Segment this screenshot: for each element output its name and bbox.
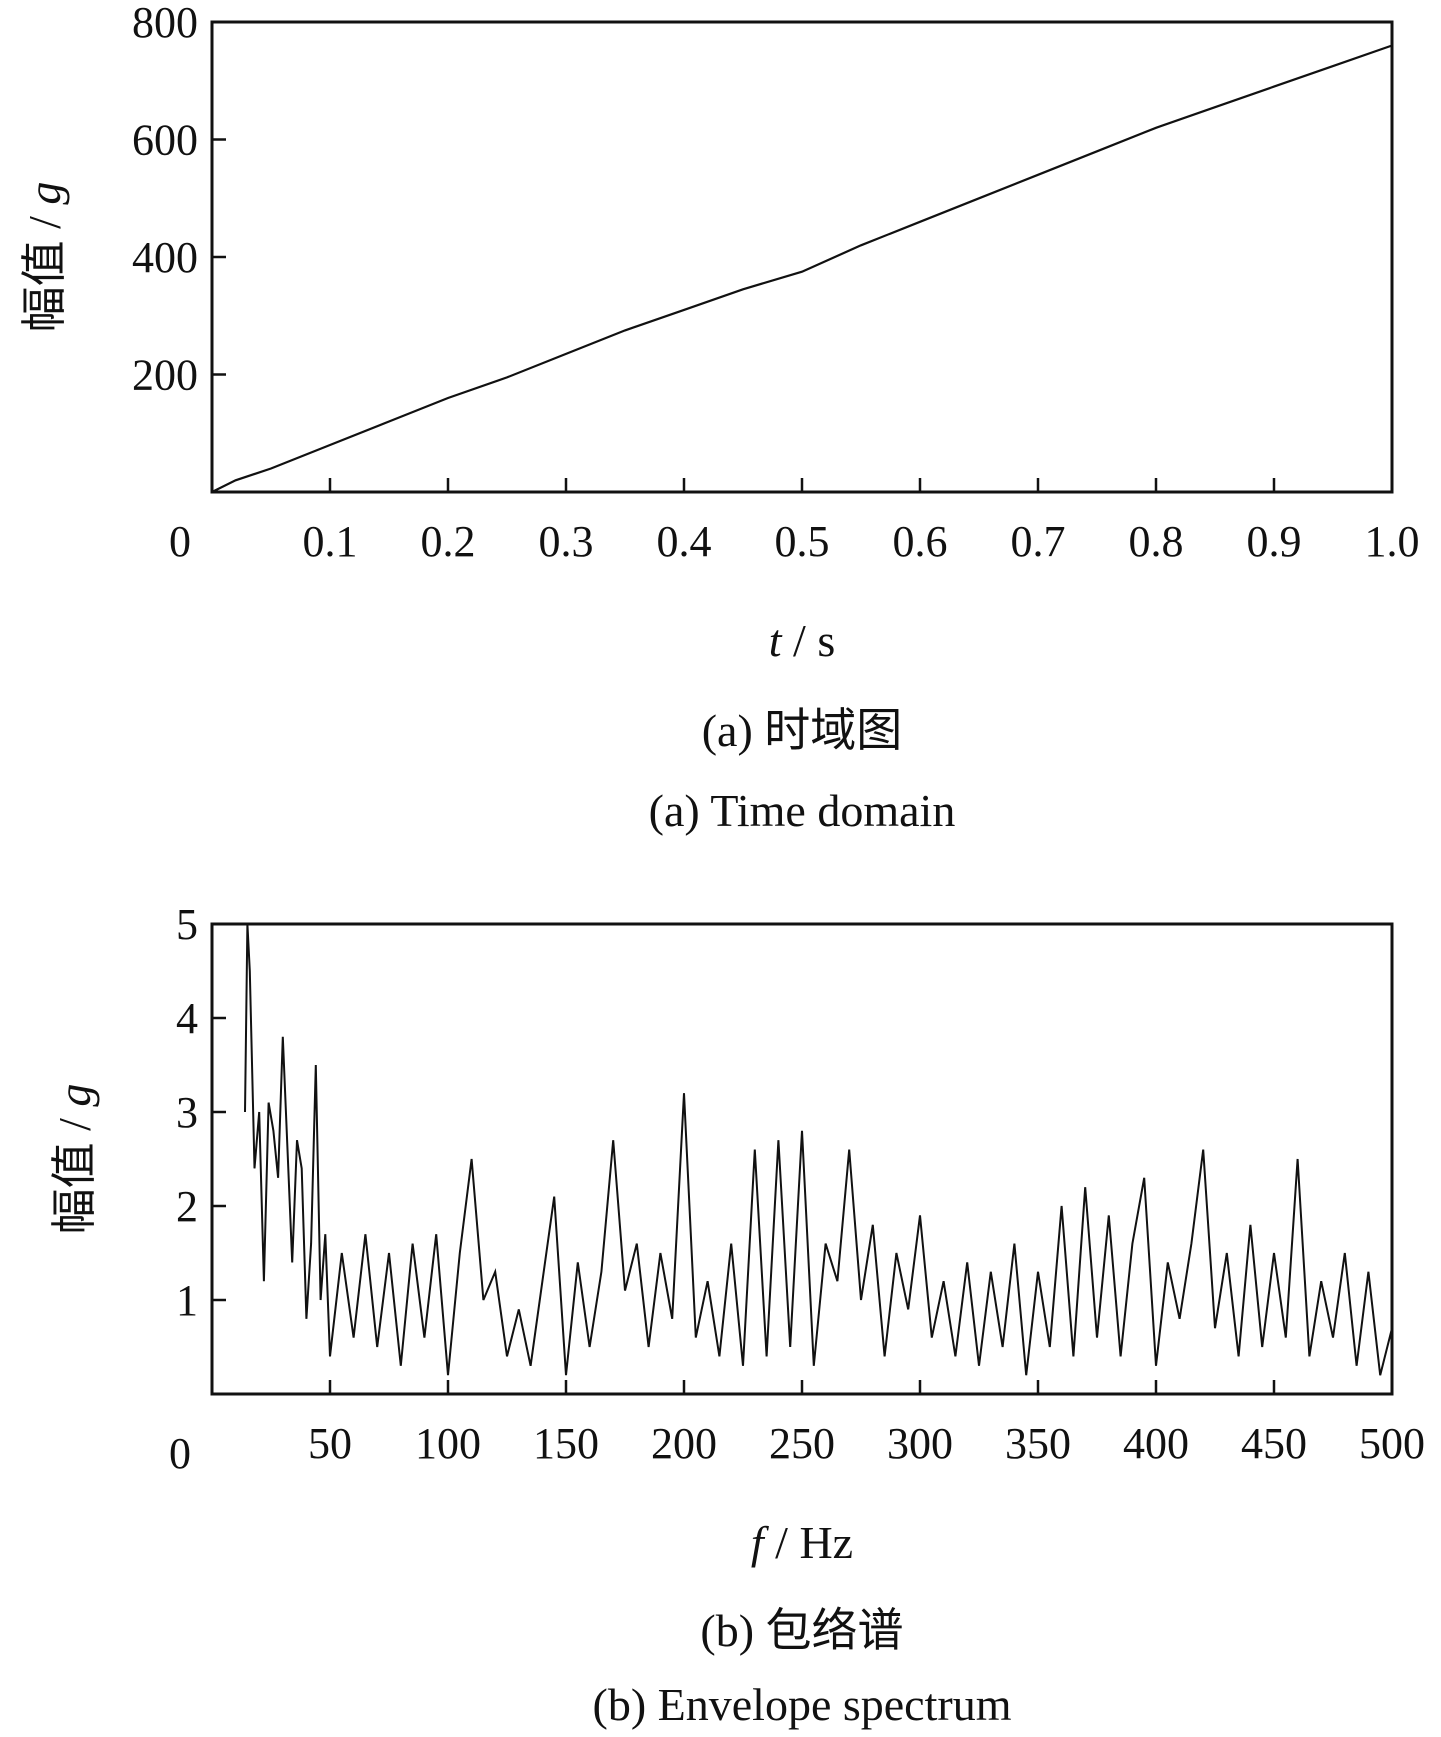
panel-b-y-tick-label: 4 <box>176 994 198 1043</box>
panel-b-x-tick-label: 50 <box>308 1419 352 1468</box>
panel-b-x-tick-label: 450 <box>1241 1419 1307 1468</box>
panel-a-time-domain: 0.1 0.2 0.3 0.4 0.5 0.6 0.7 0.8 0.9 1.0 200 400 600 8… <box>19 0 1420 836</box>
panel-b-x-tick-label: 250 <box>769 1419 835 1468</box>
panel-b-x-unit: / Hz <box>764 1517 853 1568</box>
panel-b-x-origin-label: 0 <box>169 1429 191 1478</box>
panel-a-x-tick-label: 1.0 <box>1365 517 1420 566</box>
panel-b-x-tick-label: 300 <box>887 1419 953 1468</box>
panel-a-x-axis-label: t / s <box>769 615 835 666</box>
panel-a-caption-en: (a) Time domain <box>649 785 956 836</box>
panel-b-ticks: 50 100 150 200 250 300 350 400 450 500 1 2 3 4 5 <box>176 900 1425 1468</box>
panel-a-y-tick-label: 800 <box>132 0 198 47</box>
panel-a-x-tick-label: 0.8 <box>1129 517 1184 566</box>
panel-b-series-line <box>244 923 1393 1376</box>
panel-b-x-axis-label: f / Hz <box>751 1517 853 1568</box>
panel-b-envelope-spectrum: 50 100 150 200 250 300 350 400 450 500 1 2 3 4 5 0 f /… <box>49 900 1425 1730</box>
panel-b-x-tick-label: 350 <box>1005 1419 1071 1468</box>
panel-b-y-var: g <box>49 1084 100 1107</box>
panel-a-x-tick-label: 0.5 <box>775 517 830 566</box>
panel-a-x-tick-label: 0.3 <box>539 517 594 566</box>
panel-a-caption-zh: (a) 时域图 <box>702 705 903 756</box>
panel-a-y-label-zh: 幅值 <box>19 240 70 332</box>
panel-a-x-tick-label: 0.2 <box>421 517 476 566</box>
panel-a-x-var: t <box>769 615 783 666</box>
panel-a-x-tick-label: 0.6 <box>893 517 948 566</box>
panel-b-y-axis-label: 幅值 / g <box>49 1084 100 1235</box>
panel-b-x-tick-label: 200 <box>651 1419 717 1468</box>
panel-a-x-tick-label: 0.9 <box>1247 517 1302 566</box>
panel-b-x-tick-label: 500 <box>1359 1419 1425 1468</box>
panel-a-series-line <box>211 44 1393 493</box>
panel-a-x-tick-label: 0.1 <box>303 517 358 566</box>
panel-a-x-unit: / s <box>782 615 836 666</box>
panel-b-caption-zh: (b) 包络谱 <box>700 1605 903 1656</box>
panel-a-y-tick-label: 200 <box>132 351 198 400</box>
panel-b-caption-en: (b) Envelope spectrum <box>593 1679 1012 1730</box>
panel-b-x-tick-label: 400 <box>1123 1419 1189 1468</box>
panel-a-ticks: 0.1 0.2 0.3 0.4 0.5 0.6 0.7 0.8 0.9 1.0 200 400 600 8… <box>132 0 1420 566</box>
panel-a-y-tick-label: 400 <box>132 233 198 282</box>
panel-b-y-tick-label: 2 <box>176 1182 198 1231</box>
panel-b-x-tick-label: 100 <box>415 1419 481 1468</box>
panel-b-y-sep: / <box>49 1107 100 1143</box>
panel-b-y-tick-label: 3 <box>176 1088 198 1137</box>
panel-a-x-origin-label: 0 <box>169 517 191 566</box>
panel-b-y-label-zh: 幅值 <box>49 1142 100 1234</box>
panel-b-y-tick-label: 1 <box>176 1276 198 1325</box>
panel-a-y-tick-label: 600 <box>132 116 198 165</box>
panel-b-y-tick-label: 5 <box>176 900 198 949</box>
panel-a-y-axis-label: 幅值 / g <box>19 182 70 333</box>
panel-a-x-tick-label: 0.4 <box>657 517 712 566</box>
panel-a-y-var: g <box>19 182 70 205</box>
panel-a-x-tick-label: 0.7 <box>1011 517 1066 566</box>
panel-a-y-sep: / <box>19 205 70 241</box>
panel-b-x-tick-label: 150 <box>533 1419 599 1468</box>
